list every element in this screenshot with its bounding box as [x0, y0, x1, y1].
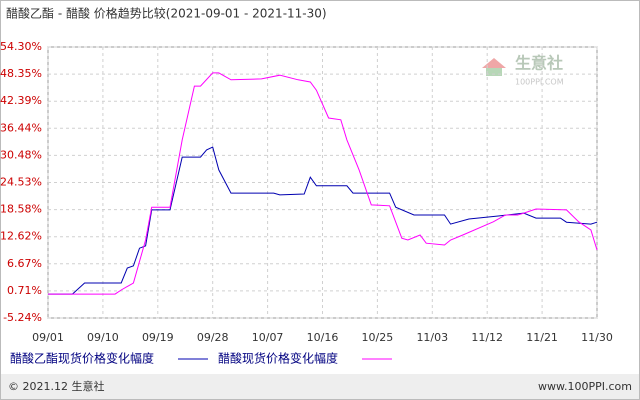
footer-right: www.100PPI.com — [538, 380, 632, 393]
x-tick-label: 10/16 — [307, 331, 339, 344]
y-tick-label: 6.67% — [7, 257, 42, 270]
legend-label: 醋酸乙酯现货价格变化幅度 — [10, 351, 154, 366]
legend-label: 醋酸现货价格变化幅度 — [218, 351, 338, 366]
watermark-url: 100PPI.COM — [515, 78, 564, 87]
x-tick-label: 09/19 — [142, 331, 174, 344]
y-tick-label: 24.53% — [0, 176, 42, 189]
x-tick-label: 11/12 — [471, 331, 503, 344]
y-tick-label: 36.44% — [0, 121, 42, 134]
y-tick-label: 18.58% — [0, 203, 42, 216]
x-tick-label: 10/25 — [362, 331, 394, 344]
y-tick-label: 30.48% — [0, 148, 42, 161]
x-tick-label: 09/10 — [87, 331, 119, 344]
y-tick-label: 48.35% — [0, 67, 42, 80]
x-tick-label: 11/30 — [581, 331, 613, 344]
y-tick-label: 42.39% — [0, 94, 42, 107]
watermark: 生意社 — [515, 54, 563, 73]
watermark-logo — [486, 68, 502, 76]
y-tick-label: 12.62% — [0, 230, 42, 243]
y-tick-label: -5.24% — [3, 311, 42, 324]
series-line — [48, 72, 598, 295]
chart-title: 醋酸乙酯 - 醋酸 价格趋势比较(2021-09-01 - 2021-11-30… — [6, 6, 327, 21]
y-tick-label: 0.71% — [7, 284, 42, 297]
x-tick-label: 09/28 — [197, 331, 229, 344]
x-tick-label: 09/01 — [32, 331, 64, 344]
x-tick-label: 10/07 — [252, 331, 284, 344]
y-tick-label: 54.30% — [0, 40, 42, 53]
footer-left: © 2021.12 生意社 — [8, 379, 104, 393]
series-line — [48, 146, 598, 295]
x-tick-label: 11/03 — [416, 331, 448, 344]
footer-bar — [1, 374, 639, 399]
watermark-logo — [482, 58, 506, 68]
x-tick-label: 11/21 — [526, 331, 558, 344]
